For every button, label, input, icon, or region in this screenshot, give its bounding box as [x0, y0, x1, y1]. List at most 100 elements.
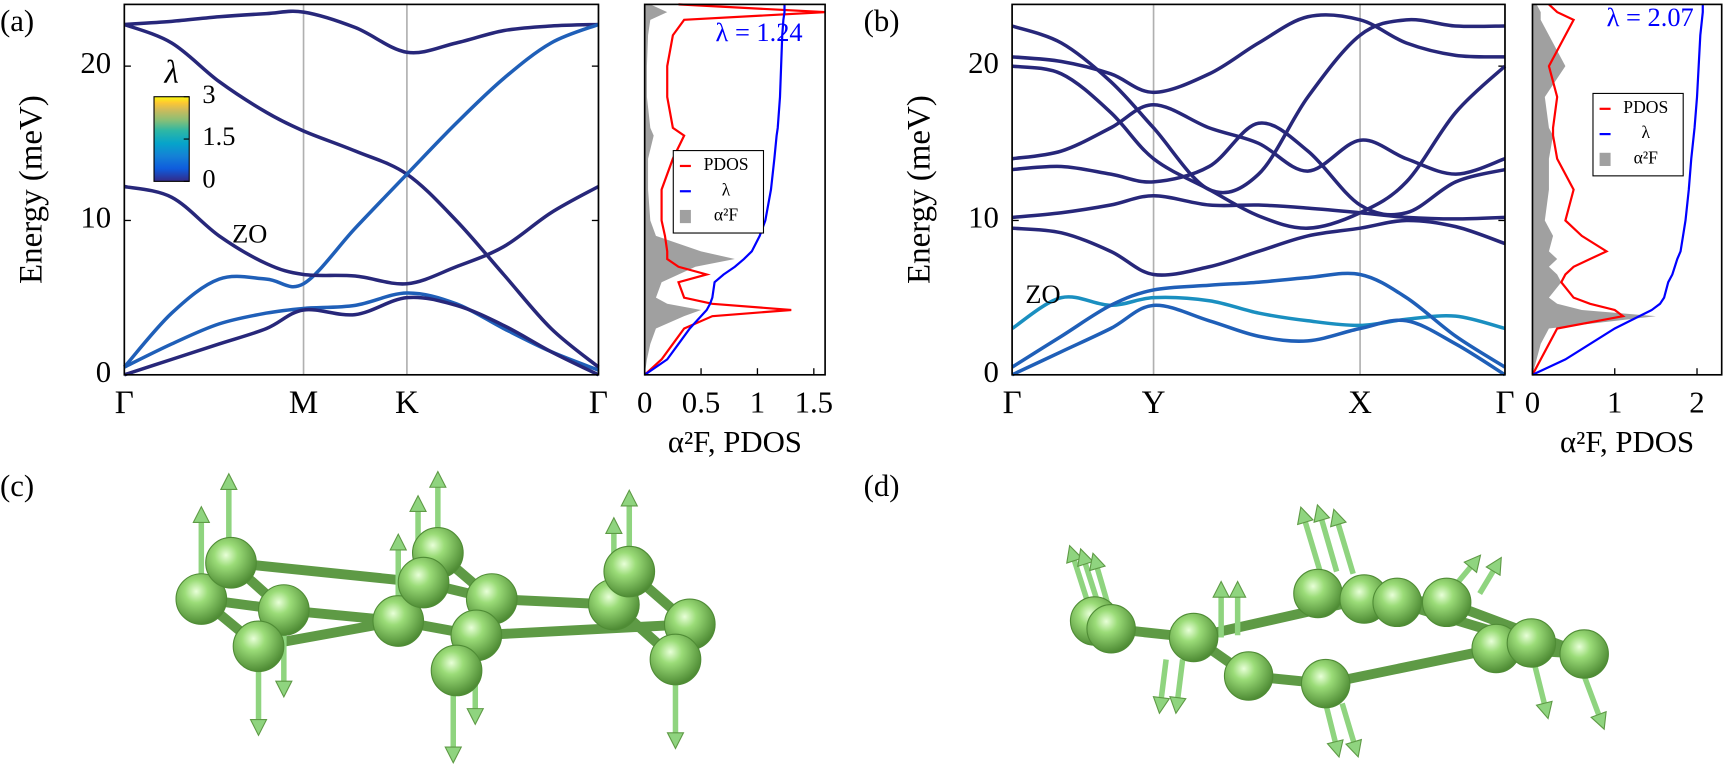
arrow-head: [620, 489, 639, 507]
x-tick-label: Γ: [1495, 385, 1514, 421]
x-tick-label: Γ: [1003, 385, 1022, 421]
y-axis-title: Energy (meV): [14, 95, 50, 284]
band: [1011, 194, 1506, 221]
arrow-head: [1296, 505, 1315, 526]
y-tick-label: 10: [80, 201, 111, 235]
y-tick-label: 0: [96, 355, 111, 389]
band: [1011, 295, 1506, 331]
x-tick-label: Y: [1142, 385, 1166, 421]
legend-label: PDOS: [1623, 97, 1668, 117]
arrow-head: [1535, 700, 1553, 720]
legend-swatch: [679, 209, 691, 224]
arrow-shaft: [1157, 659, 1169, 704]
x-tick-label: 2: [1689, 386, 1704, 420]
arrow-head: [1590, 710, 1607, 731]
atom: [1086, 603, 1136, 654]
legend-label: λ: [722, 179, 731, 199]
plot-frame: [1011, 3, 1506, 376]
arrow-head: [1088, 552, 1107, 572]
atom: [205, 536, 257, 589]
dos-line: [1532, 4, 1704, 376]
arrow-head: [219, 472, 238, 490]
arrow-head: [249, 719, 268, 737]
x-tick-label: Γ: [115, 385, 134, 421]
band: [1011, 121, 1506, 217]
arrow-head: [389, 532, 408, 551]
band: [1011, 218, 1506, 277]
band: [122, 22, 600, 369]
arrow-shaft: [1317, 513, 1340, 573]
legend-swatch: [1599, 152, 1611, 166]
atom: [603, 545, 656, 598]
arrow-head: [1212, 580, 1231, 598]
arrow-head: [466, 708, 485, 726]
arrow-head: [666, 732, 685, 750]
legend-label: α²F: [1634, 147, 1658, 167]
panel-label: (b): [864, 4, 900, 38]
band: [123, 295, 600, 377]
arrow-head: [444, 746, 463, 765]
arrow-shaft: [1334, 518, 1356, 575]
annotation: λ = 2.07: [1607, 2, 1694, 32]
arrow-head: [1326, 739, 1344, 759]
arrow-head: [1169, 696, 1187, 715]
x-tick-label: 1: [1607, 386, 1622, 420]
colorbar-title: λ: [163, 54, 178, 90]
legend-label: λ: [1642, 122, 1651, 142]
atom: [1421, 577, 1472, 628]
panel-label: (a): [0, 4, 34, 38]
annotation: λ = 1.24: [716, 17, 803, 47]
plot-frame: [643, 3, 826, 376]
arrow-head: [1077, 547, 1095, 568]
arrow-shaft: [1532, 664, 1549, 710]
y-tick-label: 20: [80, 46, 111, 80]
arrow-shaft: [1174, 659, 1186, 704]
arrow-shaft: [1301, 515, 1323, 573]
atom: [397, 556, 450, 609]
band: [1011, 303, 1506, 377]
atom: [1506, 618, 1557, 668]
arrow-head: [274, 680, 293, 699]
atom: [1223, 651, 1274, 701]
panel-label: (d): [864, 469, 900, 503]
x-tick-label: 0.5: [682, 386, 720, 420]
x-tick-label: K: [395, 385, 419, 421]
arrow-shaft: [1339, 702, 1358, 749]
dos-line: [644, 4, 786, 376]
arrow-head: [192, 505, 211, 523]
atom: [257, 584, 310, 636]
arrow-head: [1344, 738, 1363, 759]
x-axis-title: α²F, PDOS: [1560, 425, 1694, 459]
x-tick-label: X: [1348, 385, 1372, 421]
annotation: ZO: [232, 218, 267, 248]
x-tick-label: 1: [750, 386, 765, 420]
band: [124, 9, 599, 55]
arrow-head: [1228, 580, 1247, 598]
arrow-head: [1313, 503, 1331, 523]
bond: [226, 557, 429, 588]
dos-line: [643, 3, 826, 376]
band: [123, 291, 600, 372]
band: [1011, 64, 1507, 230]
band: [1011, 17, 1505, 195]
x-tick-label: Γ: [589, 385, 608, 421]
x-tick-label: 1.5: [795, 386, 833, 420]
atom: [1372, 577, 1422, 628]
arrow-head: [428, 470, 447, 488]
colorbar-tick-label: 1.5: [202, 121, 235, 151]
bond: [1320, 643, 1502, 689]
dos-line: [1531, 3, 1626, 376]
arrow-shaft: [1322, 702, 1340, 749]
arrow-head: [409, 494, 427, 512]
atom: [372, 595, 425, 647]
legend-label: α²F: [714, 205, 738, 225]
atom: [1559, 629, 1609, 679]
y-tick-label: 20: [968, 46, 999, 80]
plot-frame: [1531, 3, 1723, 376]
annotation: ZO: [1025, 279, 1060, 309]
atom: [430, 644, 483, 697]
arrow-head: [1329, 508, 1348, 528]
atom: [1168, 612, 1219, 663]
